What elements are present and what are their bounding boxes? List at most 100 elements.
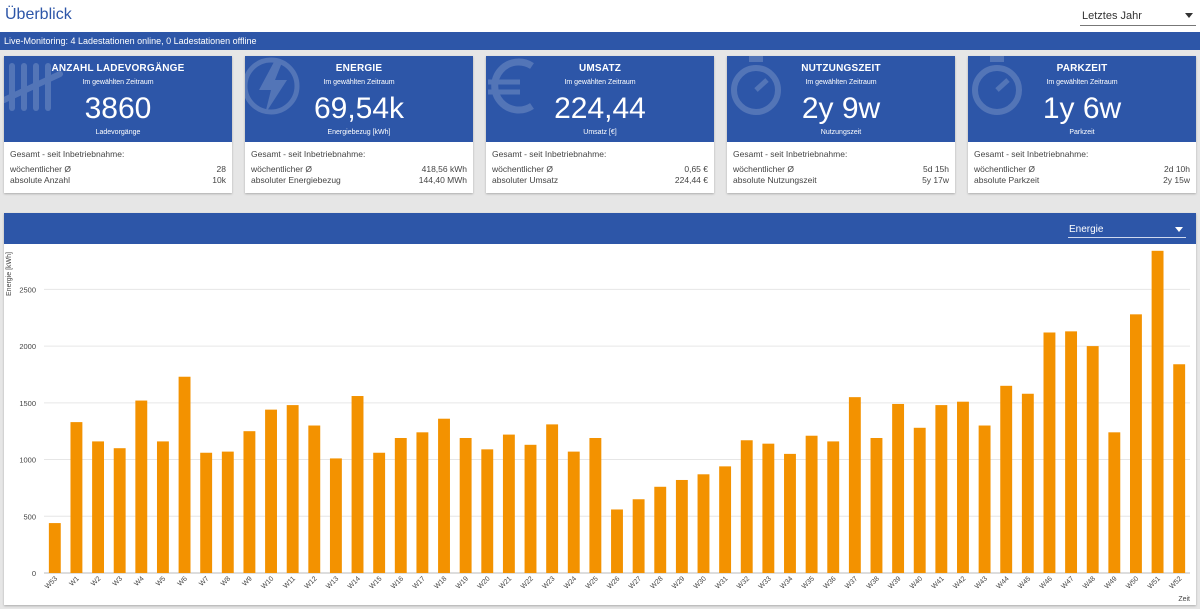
card-header: PARKZEIT Im gewählten Zeitraum 1y 6w Par… xyxy=(968,56,1196,142)
bar xyxy=(394,437,407,573)
bar xyxy=(1086,346,1099,573)
bar xyxy=(459,437,472,573)
card-value: 1y 6w xyxy=(1042,92,1122,125)
bar xyxy=(1065,331,1078,573)
x-tick-label: W45 xyxy=(1017,575,1032,590)
bar xyxy=(502,434,515,573)
card-parkzeit: PARKZEIT Im gewählten Zeitraum 1y 6w Par… xyxy=(968,56,1196,193)
card-energie: ENERGIE Im gewählten Zeitraum 69,54k Ene… xyxy=(245,56,473,193)
bar xyxy=(243,431,256,573)
bar xyxy=(308,425,321,573)
x-tick-label: W11 xyxy=(282,575,297,590)
bar xyxy=(1108,432,1121,573)
bar xyxy=(178,376,191,573)
y-tick-label: 2000 xyxy=(19,342,36,351)
card-value: 3860 xyxy=(84,92,152,125)
bar xyxy=(805,435,818,573)
bar xyxy=(373,452,386,573)
x-tick-label: W24 xyxy=(563,575,578,590)
y-tick-label: 1000 xyxy=(19,456,36,465)
row-value: 28 xyxy=(216,164,226,174)
bar xyxy=(632,499,645,573)
card-unit: Umsatz [€] xyxy=(583,129,617,136)
x-tick-label: W53 xyxy=(44,575,59,590)
row-label: absoluter Energiebezug xyxy=(251,175,341,185)
card-ladevorgaenge: ANZAHL LADEVORGÄNGE Im gewählten Zeitrau… xyxy=(4,56,232,193)
bar xyxy=(611,509,623,573)
x-tick-label: W15 xyxy=(368,575,383,590)
card-title: PARKZEIT xyxy=(1056,63,1108,74)
card-details: Gesamt - seit Inbetriebnahme: wöchentlic… xyxy=(486,142,714,193)
bar xyxy=(416,432,429,573)
bar xyxy=(957,401,969,573)
row-value: 5d 15h xyxy=(923,164,949,174)
x-tick-label: W38 xyxy=(866,575,881,590)
card-header: ANZAHL LADEVORGÄNGE Im gewählten Zeitrau… xyxy=(4,56,232,142)
card-value: 2y 9w xyxy=(801,92,881,125)
x-tick-label: W29 xyxy=(671,575,686,590)
x-tick-label: W18 xyxy=(433,575,448,590)
x-tick-label: W19 xyxy=(455,575,470,590)
period-select-value: Letztes Jahr xyxy=(1082,10,1142,22)
bar xyxy=(913,427,926,573)
stopwatch-icon xyxy=(972,56,1022,115)
x-tick-label: W43 xyxy=(974,575,989,590)
x-tick-label: W26 xyxy=(606,575,621,590)
bar xyxy=(1173,364,1186,573)
period-select[interactable]: Letztes Jahr xyxy=(1080,6,1196,26)
x-tick-label: W41 xyxy=(931,575,946,590)
row-value: 144,40 MWh xyxy=(418,175,467,185)
x-tick-label: W17 xyxy=(412,575,427,590)
x-tick-label: W28 xyxy=(650,575,665,590)
x-tick-label: W46 xyxy=(1039,575,1054,590)
total-label: Gesamt - seit Inbetriebnahme: xyxy=(733,149,848,159)
row-value: 2d 10h xyxy=(1164,164,1190,174)
card-unit: Ladevorgänge xyxy=(95,129,141,136)
euro-icon xyxy=(488,58,534,114)
bar xyxy=(654,486,667,573)
x-tick-label: W51 xyxy=(1147,575,1162,590)
x-tick-label: W1 xyxy=(68,575,80,587)
metric-select[interactable]: Energie xyxy=(1068,221,1186,238)
y-tick-label: 500 xyxy=(23,512,36,521)
bar xyxy=(70,422,83,573)
x-tick-label: W32 xyxy=(736,575,751,590)
x-tick-label: W42 xyxy=(952,575,967,590)
total-label: Gesamt - seit Inbetriebnahme: xyxy=(10,149,125,159)
top-bar: Überblick Letztes Jahr xyxy=(0,0,1200,32)
bar xyxy=(135,400,148,573)
bar xyxy=(1000,385,1013,573)
bar xyxy=(589,437,602,573)
card-unit: Energiebezug [kWh] xyxy=(327,129,391,136)
x-tick-label: W6 xyxy=(177,575,189,587)
x-tick-label: W7 xyxy=(198,575,210,587)
card-title: ENERGIE xyxy=(335,63,383,74)
page-title: Überblick xyxy=(5,6,72,23)
bar xyxy=(438,418,450,573)
x-tick-label: W12 xyxy=(304,575,319,590)
row-value: 5y 17w xyxy=(922,175,949,185)
bar xyxy=(524,444,537,573)
card-header: NUTZUNGSZEIT Im gewählten Zeitraum 2y 9w… xyxy=(727,56,955,142)
y-tick-label: 1500 xyxy=(19,399,36,408)
x-tick-label: W2 xyxy=(90,575,102,587)
x-tick-label: W31 xyxy=(714,575,729,590)
card-details: Gesamt - seit Inbetriebnahme: wöchentlic… xyxy=(245,142,473,193)
bar xyxy=(221,451,234,573)
row-value: 2y 15w xyxy=(1163,175,1190,185)
card-umsatz: UMSATZ Im gewählten Zeitraum 224,44 Umsa… xyxy=(486,56,714,193)
caret-down-icon xyxy=(1175,227,1183,232)
card-details: Gesamt - seit Inbetriebnahme: wöchentlic… xyxy=(727,142,955,193)
card-subtitle: Im gewählten Zeitraum xyxy=(1046,79,1118,86)
bar xyxy=(1151,250,1164,574)
card-value: 69,54k xyxy=(313,92,405,125)
bar xyxy=(870,437,883,573)
bar xyxy=(329,458,342,573)
total-label: Gesamt - seit Inbetriebnahme: xyxy=(251,149,366,159)
row-label: wöchentlicher Ø xyxy=(733,164,794,174)
card-subtitle: Im gewählten Zeitraum xyxy=(805,79,877,86)
x-tick-label: W48 xyxy=(1082,575,1097,590)
bar xyxy=(351,396,364,573)
bar xyxy=(1043,332,1056,573)
x-tick-label: W21 xyxy=(498,575,513,590)
